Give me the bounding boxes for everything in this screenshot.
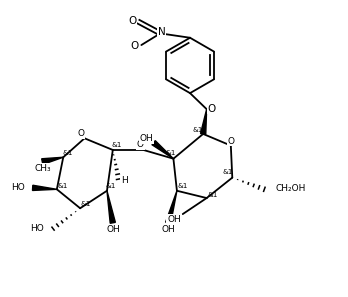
Polygon shape <box>200 109 207 134</box>
Text: &1: &1 <box>177 183 188 189</box>
Text: &1: &1 <box>192 127 203 132</box>
Text: OH: OH <box>162 225 176 234</box>
Text: O: O <box>131 41 139 51</box>
Text: &1: &1 <box>112 142 122 148</box>
Text: &1: &1 <box>80 201 90 207</box>
Text: HO: HO <box>31 224 44 233</box>
Text: O: O <box>137 140 144 149</box>
Text: &1: &1 <box>207 192 218 198</box>
Text: &1: &1 <box>165 151 176 157</box>
Text: O: O <box>78 129 85 138</box>
Polygon shape <box>166 191 177 224</box>
Text: O: O <box>128 16 136 26</box>
Text: &1: &1 <box>223 169 233 176</box>
Text: O: O <box>208 104 216 113</box>
Text: N: N <box>158 27 166 37</box>
Text: CH₃: CH₃ <box>35 164 52 173</box>
Text: &1: &1 <box>57 183 68 189</box>
Text: OH: OH <box>106 225 120 234</box>
Text: CH₂OH: CH₂OH <box>275 184 306 193</box>
Text: OH: OH <box>140 134 153 143</box>
Text: O: O <box>228 137 235 146</box>
Text: H: H <box>121 176 128 185</box>
Polygon shape <box>42 157 63 165</box>
Polygon shape <box>107 191 116 223</box>
Polygon shape <box>152 141 173 159</box>
Text: OH: OH <box>167 214 181 224</box>
Polygon shape <box>32 185 57 190</box>
Text: HO: HO <box>11 183 25 192</box>
Text: &1: &1 <box>62 150 73 156</box>
Text: &1: &1 <box>105 183 116 189</box>
